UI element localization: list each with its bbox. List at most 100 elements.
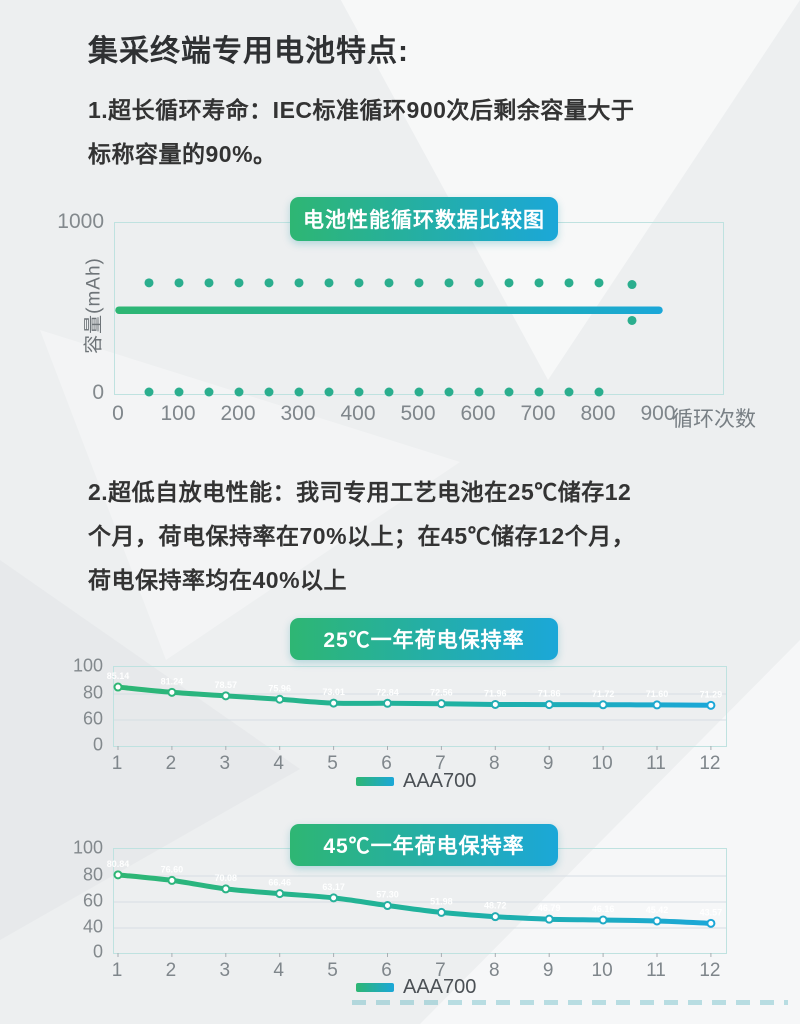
x-tick-label: 10 (591, 960, 613, 981)
data-point (383, 698, 392, 708)
x-tick-label: 800 (580, 402, 616, 425)
x-tick-label: 600 (460, 402, 496, 425)
retention-25c-canvas: 85.14 81.24 78.57 75.96 73.01 72.84 72.56 71.96… (107, 671, 726, 750)
x-axis-label: 循环次数 (672, 408, 756, 431)
y-tick-label: 100 (72, 655, 103, 676)
data-point (706, 700, 716, 710)
x-tick-label: 100 (160, 402, 196, 425)
cycle-dot (264, 278, 274, 288)
data-point-label: 71.72 (592, 689, 615, 699)
cycle-dot (324, 278, 334, 288)
y-tick-label: 80 (82, 864, 103, 885)
cycle-dot (294, 278, 304, 288)
plot-area (114, 222, 724, 397)
plot-area: 85.14 81.24 78.57 75.96 73.01 72.84 72.56 71.96… (107, 666, 727, 750)
y-tick-label: 1000 (57, 210, 104, 233)
legend-swatch (356, 777, 394, 786)
y-tick-label: 0 (92, 734, 103, 755)
data-point (436, 699, 446, 709)
x-tick-label: 5 (327, 753, 338, 774)
text-line: 荷电保持率均在40%以上 (88, 567, 348, 593)
x-tick-label: 700 (520, 402, 556, 425)
cycle-dot (414, 387, 424, 397)
data-point (275, 694, 285, 704)
cycle-dot (174, 387, 184, 397)
data-point (167, 875, 177, 885)
x-tick-label: 5 (327, 960, 338, 981)
cycle-dot (234, 387, 244, 397)
cycle-dot (234, 278, 244, 288)
text-line: 1.超长循环寿命：IEC标准循环900次后剩余容量大于 (88, 97, 635, 123)
data-point-label: 51.98 (430, 896, 453, 906)
x-tick-label: 9 (542, 960, 554, 981)
data-point (598, 700, 608, 710)
cycle-dot (504, 278, 514, 288)
cycle-dot (564, 387, 574, 397)
data-point (490, 699, 500, 709)
x-tick-label: 0 (112, 402, 124, 425)
cycle-dot (144, 278, 154, 288)
legend-series-name: AAA700 (403, 976, 477, 998)
x-tick-label: 4 (273, 753, 284, 774)
cycle-dot (444, 387, 454, 397)
cycle-dot (324, 387, 334, 397)
data-point (221, 691, 231, 701)
series-line (115, 872, 714, 926)
x-tick-label: 9 (542, 753, 554, 774)
data-point-label: 71.86 (538, 689, 561, 699)
data-point (652, 916, 662, 926)
data-point (221, 884, 231, 894)
y-tick-label: 60 (82, 708, 103, 729)
cycle-dot (384, 387, 394, 397)
cycle-dot (204, 278, 214, 288)
plot-area: 80.84 76.60 70.08 66.46 63.17 57.30 51.98 48.72… (107, 848, 727, 957)
legend-series-name: AAA700 (403, 770, 477, 792)
cycle-dot (444, 278, 454, 288)
data-point (329, 893, 339, 903)
x-tick-label: 3 (219, 753, 231, 774)
x-tick-label: 6 (381, 753, 392, 774)
data-point-label: 85.14 (107, 671, 130, 681)
data-point-label: 75.96 (268, 683, 291, 693)
cycle-dot (354, 278, 364, 288)
x-tick-label: 2 (165, 753, 177, 774)
data-point (544, 914, 554, 924)
data-point-label: 70.08 (215, 873, 238, 883)
chart-title-badge: 电池性能循环数据比较图 (290, 197, 558, 241)
cycle-dot (534, 387, 544, 397)
x-tick-label: 300 (280, 402, 316, 425)
data-point-label: 73.01 (322, 687, 345, 697)
chart-title-badge: 25℃一年荷电保持率 (290, 618, 558, 660)
x-tick-label: 11 (646, 753, 666, 774)
data-point (652, 700, 662, 710)
cycle-dot (534, 278, 544, 288)
y-tick-label: 0 (92, 941, 103, 962)
data-point (113, 870, 123, 880)
chart-title-badge: 45℃一年荷电保持率 (290, 824, 558, 866)
x-tick-label: 8 (489, 960, 500, 981)
legend-swatch (356, 983, 394, 992)
data-point (329, 698, 339, 708)
decorative-dash-strip (352, 1000, 788, 1005)
data-point-label: 72.84 (376, 687, 399, 697)
text-line: 标称容量的90%。 (88, 141, 277, 167)
x-tick-label: 4 (273, 960, 284, 981)
data-point-label: 63.17 (322, 882, 345, 892)
cycle-dot (384, 278, 394, 288)
data-point (706, 918, 716, 928)
cycle-dot (414, 278, 424, 288)
page-title: 集采终端专用电池特点: (88, 35, 409, 68)
cycle-dot (504, 387, 514, 397)
x-tick-label: 3 (219, 960, 231, 981)
x-tick-label: 400 (340, 402, 376, 425)
data-point-label: 46.16 (592, 904, 615, 914)
cycle-chart-canvas (115, 278, 663, 397)
x-tick-label: 7 (435, 960, 446, 981)
cycle-dot (174, 278, 184, 288)
data-point (383, 901, 392, 911)
data-point (436, 907, 446, 917)
data-point-label: 71.96 (484, 688, 507, 698)
data-point-label: 57.30 (376, 890, 399, 900)
x-tick-label: 8 (489, 753, 500, 774)
data-point-label: 71.29 (700, 689, 723, 699)
